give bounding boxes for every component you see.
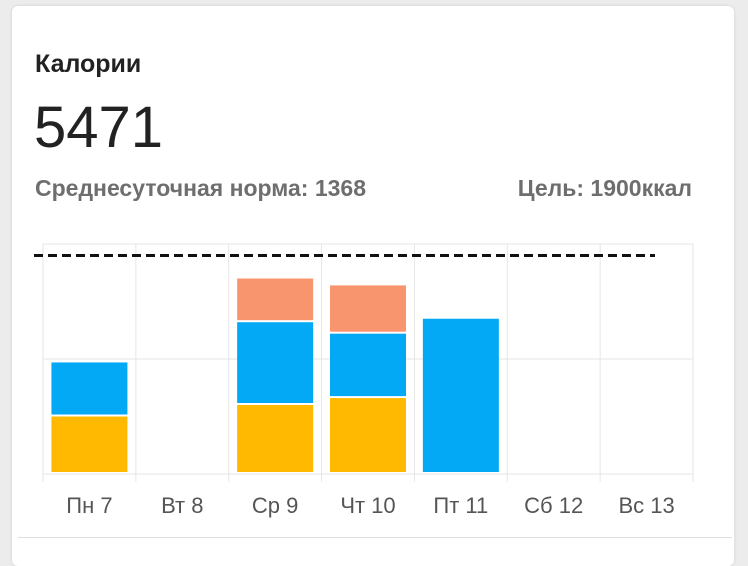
x-tick-label-3: Чт 10 [340, 493, 395, 518]
calorie-goal: Цель: 1900ккал [517, 175, 692, 201]
x-tick-label-5: Сб 12 [524, 493, 583, 518]
calories-total: 5471 [34, 95, 164, 160]
bar-segment-2-2 [237, 278, 314, 321]
card-title: Калории [35, 50, 142, 78]
bar-segment-3-2 [330, 285, 406, 332]
calories-chart: Пн 7 Вт 8 Ср 9 Чт 10 Пт 11 Сб 12 Вс 13 [34, 243, 694, 518]
x-tick-label-1: Вт 8 [161, 493, 203, 518]
bar-segment-0-1 [51, 362, 128, 415]
daily-average: Среднесуточная норма: 1368 [35, 175, 366, 201]
bar-segment-3-0 [330, 398, 406, 472]
x-tick-label-4: Пт 11 [433, 493, 488, 518]
card-bottom-divider [18, 537, 732, 552]
bar-segment-3-1 [330, 333, 406, 397]
x-tick-label-2: Ср 9 [252, 493, 298, 518]
bar-segment-2-1 [237, 322, 314, 403]
bar-segment-0-0 [51, 416, 128, 472]
x-tick-label-0: Пн 7 [66, 493, 112, 518]
bar-segment-2-0 [237, 405, 314, 472]
x-tick-label-6: Вс 13 [618, 493, 674, 518]
bar-segment-4-1 [422, 318, 499, 472]
